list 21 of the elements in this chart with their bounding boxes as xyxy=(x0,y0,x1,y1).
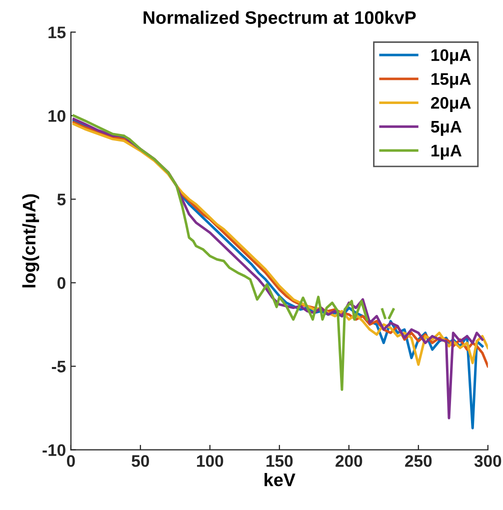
legend-label: 10μA xyxy=(432,49,471,64)
legend-label: 1μA xyxy=(432,144,462,160)
y-tick-label: 15 xyxy=(48,26,66,38)
legend-label: 5μA xyxy=(430,121,462,136)
y-axis-title: log(cnt/μA) xyxy=(22,194,40,288)
x-tick-label: 150 xyxy=(266,455,293,467)
x-tick-label: 0 xyxy=(66,455,75,467)
x-tick-label: 50 xyxy=(132,455,150,467)
legend-label: 20μA xyxy=(431,96,471,112)
x-tick-label: 250 xyxy=(405,455,432,467)
y-tick-label: 5 xyxy=(57,194,66,206)
y-tick-label: 0 xyxy=(57,277,66,289)
x-tick-label: 300 xyxy=(474,455,502,467)
x-tick-label: 200 xyxy=(336,455,362,467)
legend-label: 15μA xyxy=(432,73,471,88)
x-axis-title: keV xyxy=(264,472,296,486)
x-tick-label: 100 xyxy=(197,455,224,467)
y-tick-label: 10 xyxy=(48,110,66,122)
chart-title: Normalized Spectrum at 100kvP xyxy=(144,10,416,28)
y-tick-label: -5 xyxy=(52,360,66,372)
y-tick-label: -10 xyxy=(42,444,66,456)
